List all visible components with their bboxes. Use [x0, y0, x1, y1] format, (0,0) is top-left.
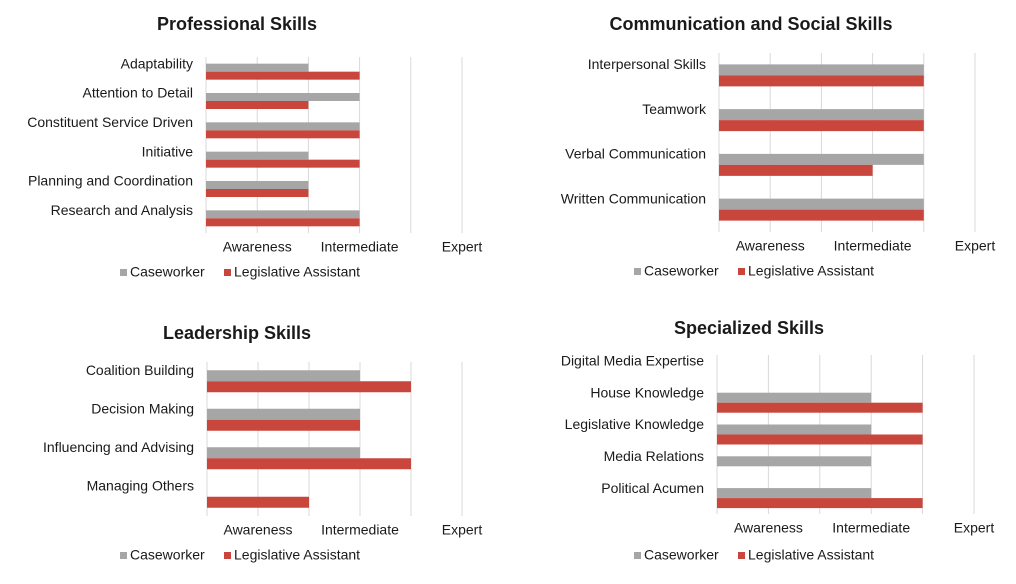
bar-legislative-assistant	[719, 209, 924, 221]
category-label: Coalition Building	[86, 362, 194, 378]
bar-legislative-assistant	[206, 189, 309, 197]
bar-legislative-assistant	[207, 496, 309, 508]
legend-label: Caseworker	[130, 547, 205, 563]
category-label: Constituent Service Driven	[27, 114, 193, 130]
category-label: Media Relations	[604, 448, 704, 464]
bar-legislative-assistant	[719, 75, 924, 87]
bar-caseworker	[206, 210, 360, 219]
category-label: Managing Others	[87, 477, 194, 493]
category-label: Political Acumen	[601, 480, 704, 496]
bar-legislative-assistant	[719, 164, 873, 176]
category-label: Written Communication	[561, 190, 706, 206]
tick-label: Awareness	[223, 239, 292, 255]
tick-label: Expert	[955, 238, 996, 254]
category-label: Verbal Communication	[565, 146, 706, 162]
bar-caseworker	[206, 63, 309, 72]
tick-label: Awareness	[736, 238, 805, 254]
chart-title: Professional Skills	[157, 14, 317, 34]
tick-label: Intermediate	[321, 522, 399, 538]
bar-caseworker	[719, 64, 924, 76]
legend-label: Legislative Assistant	[748, 263, 874, 279]
bar-caseworker	[719, 109, 924, 121]
tick-label: Awareness	[223, 522, 292, 538]
tick-label: Expert	[442, 239, 483, 255]
tick-label: Expert	[442, 522, 483, 538]
category-label: Adaptability	[121, 55, 193, 71]
bar-legislative-assistant	[206, 159, 360, 168]
legend-swatch-caseworker	[120, 552, 127, 559]
bar-caseworker	[206, 181, 309, 189]
legend-label: Caseworker	[130, 264, 205, 280]
legend-swatch-legislative-assistant	[738, 552, 745, 559]
category-label: Decision Making	[91, 400, 194, 416]
category-label: Digital Media Expertise	[561, 353, 704, 369]
category-label: Legislative Knowledge	[565, 416, 705, 432]
bar-legislative-assistant	[717, 498, 923, 509]
bar-caseworker	[206, 151, 309, 160]
category-label: Initiative	[142, 143, 194, 159]
category-label: Planning and Coordination	[28, 173, 193, 189]
tick-label: Expert	[954, 520, 995, 536]
bar-caseworker	[717, 424, 872, 435]
chart-title: Leadership Skills	[163, 323, 311, 343]
bar-caseworker	[717, 488, 872, 499]
legend-label: Caseworker	[644, 263, 719, 279]
tick-label: Awareness	[734, 520, 803, 536]
bar-caseworker	[719, 198, 924, 210]
bar-legislative-assistant	[207, 381, 411, 393]
chart-professional-skills: Professional Skills Adaptability Attention…	[27, 14, 482, 280]
chart-communication-and-social-skills: Communication and Social Skills Interpers…	[561, 14, 996, 279]
bar-caseworker	[207, 370, 360, 382]
bar-caseworker	[207, 447, 360, 459]
bar-legislative-assistant	[207, 419, 360, 431]
tick-label: Intermediate	[321, 239, 399, 255]
bar-legislative-assistant	[206, 218, 360, 227]
legend-swatch-legislative-assistant	[224, 552, 231, 559]
legend-label: Legislative Assistant	[234, 547, 360, 563]
legend-swatch-caseworker	[634, 552, 641, 559]
bar-legislative-assistant	[206, 130, 360, 139]
category-label: Research and Analysis	[51, 202, 193, 218]
category-label: Influencing and Advising	[43, 439, 194, 455]
chart-specialized-skills: Specialized Skills Digital Media Expertis…	[561, 318, 995, 563]
legend-swatch-caseworker	[634, 268, 641, 275]
category-label: House Knowledge	[590, 384, 704, 400]
bar-caseworker	[719, 153, 924, 165]
bar-caseworker	[206, 93, 360, 101]
bar-legislative-assistant	[717, 434, 923, 445]
bar-caseworker	[717, 392, 872, 403]
tick-label: Intermediate	[834, 238, 912, 254]
bar-caseworker	[717, 456, 872, 467]
bar-legislative-assistant	[717, 402, 923, 413]
legend-swatch-legislative-assistant	[738, 268, 745, 275]
category-label: Teamwork	[642, 101, 707, 117]
legend-label: Legislative Assistant	[234, 264, 360, 280]
legend-swatch-legislative-assistant	[224, 269, 231, 276]
legend-swatch-caseworker	[120, 269, 127, 276]
tick-label: Intermediate	[832, 520, 910, 536]
legend-label: Caseworker	[644, 547, 719, 563]
bar-caseworker	[207, 408, 360, 420]
bar-legislative-assistant	[207, 458, 411, 470]
bar-caseworker	[206, 122, 360, 131]
category-label: Interpersonal Skills	[588, 56, 706, 72]
bar-legislative-assistant	[719, 120, 924, 132]
chart-title: Communication and Social Skills	[609, 14, 892, 34]
chart-leadership-skills: Leadership Skills Coalition Building Decis…	[43, 323, 482, 563]
chart-title: Specialized Skills	[674, 318, 824, 338]
category-label: Attention to Detail	[82, 85, 193, 101]
legend-label: Legislative Assistant	[748, 547, 874, 563]
bar-legislative-assistant	[206, 71, 360, 80]
bar-legislative-assistant	[206, 101, 309, 109]
